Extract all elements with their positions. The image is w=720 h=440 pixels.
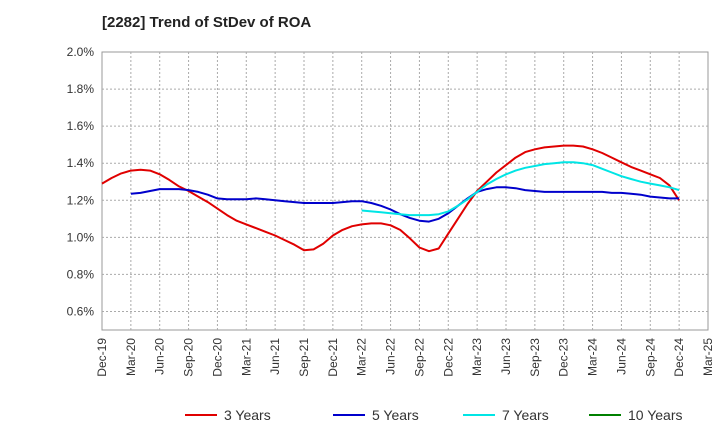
x-tick-label: Sep-23 <box>528 338 542 377</box>
y-tick-label: 0.6% <box>67 304 95 318</box>
series-line-7-years <box>361 161 680 217</box>
x-tick-label: Mar-21 <box>239 338 253 376</box>
legend-label: 5 Years <box>372 407 419 423</box>
x-tick-label: Jun-23 <box>499 338 513 375</box>
x-tick-label: Mar-20 <box>124 338 138 376</box>
series-line-5-years <box>130 186 680 223</box>
grid-lines <box>102 52 708 330</box>
x-tick-label: Mar-22 <box>355 338 369 376</box>
y-axis: 2.0% 1.8% 1.6% 1.4% 1.2% 1.0% 0.8% 0.6% <box>67 45 95 318</box>
y-tick-label: 1.0% <box>67 230 95 244</box>
plot-area <box>101 51 709 331</box>
x-tick-label: Dec-23 <box>557 338 571 377</box>
x-tick-label: Dec-22 <box>441 338 455 377</box>
y-tick-label: 0.8% <box>67 267 95 281</box>
x-tick-label: Sep-22 <box>412 338 426 377</box>
legend: 3 Years 5 Years 7 Years 10 Years <box>185 407 683 423</box>
series-line-3-years <box>101 144 680 253</box>
x-tick-label: Jun-22 <box>384 338 398 375</box>
x-tick-label: Jun-20 <box>153 338 167 375</box>
x-tick-label: Jun-24 <box>614 338 628 375</box>
legend-label: 7 Years <box>502 407 549 423</box>
x-tick-label: Dec-21 <box>326 338 340 377</box>
plot-border <box>101 51 709 331</box>
x-tick-label: Jun-21 <box>268 338 282 375</box>
x-tick-label: Mar-25 <box>701 338 715 376</box>
y-tick-label: 1.4% <box>67 156 95 170</box>
x-tick-label: Sep-20 <box>182 338 196 377</box>
series-lines <box>101 144 680 253</box>
y-tick-label: 1.6% <box>67 119 95 133</box>
x-tick-label: Sep-24 <box>643 338 657 377</box>
y-tick-label: 1.8% <box>67 82 95 96</box>
legend-label: 10 Years <box>628 407 683 423</box>
y-tick-label: 2.0% <box>67 45 95 59</box>
chart-title: [2282] Trend of StDev of ROA <box>102 14 312 31</box>
x-tick-label: Dec-24 <box>672 338 686 377</box>
x-tick-label: Sep-21 <box>297 338 311 377</box>
x-tick-label: Mar-23 <box>470 338 484 376</box>
x-axis: Dec-19 Mar-20 Jun-20 Sep-20 Dec-20 Mar-21 Jun-… <box>95 338 715 377</box>
x-tick-label: Dec-19 <box>95 338 109 377</box>
legend-label: 3 Years <box>224 407 271 423</box>
y-tick-label: 1.2% <box>67 193 95 207</box>
x-tick-label: Dec-20 <box>210 338 224 377</box>
x-tick-label: Mar-24 <box>586 338 600 376</box>
